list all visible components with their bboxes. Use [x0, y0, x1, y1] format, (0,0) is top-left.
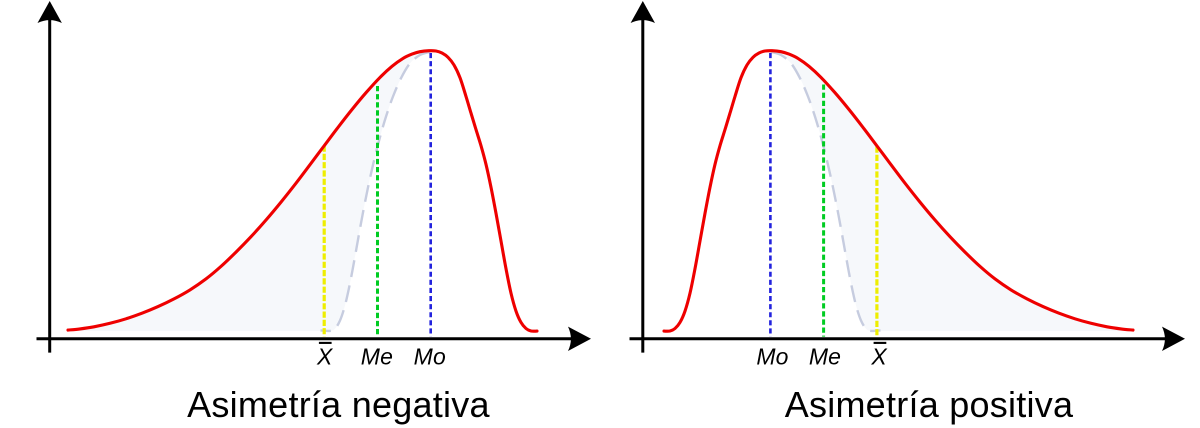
- svg-text:Me: Me: [361, 343, 393, 369]
- svg-text:Me: Me: [809, 343, 841, 369]
- svg-text:X: X: [870, 343, 888, 369]
- svg-text:Mo: Mo: [414, 343, 446, 369]
- svg-text:Mo: Mo: [756, 343, 788, 369]
- svg-text:X: X: [316, 343, 334, 369]
- svg-text:Asimetría negativa: Asimetría negativa: [187, 384, 490, 425]
- svg-text:Asimetría positiva: Asimetría positiva: [785, 384, 1074, 425]
